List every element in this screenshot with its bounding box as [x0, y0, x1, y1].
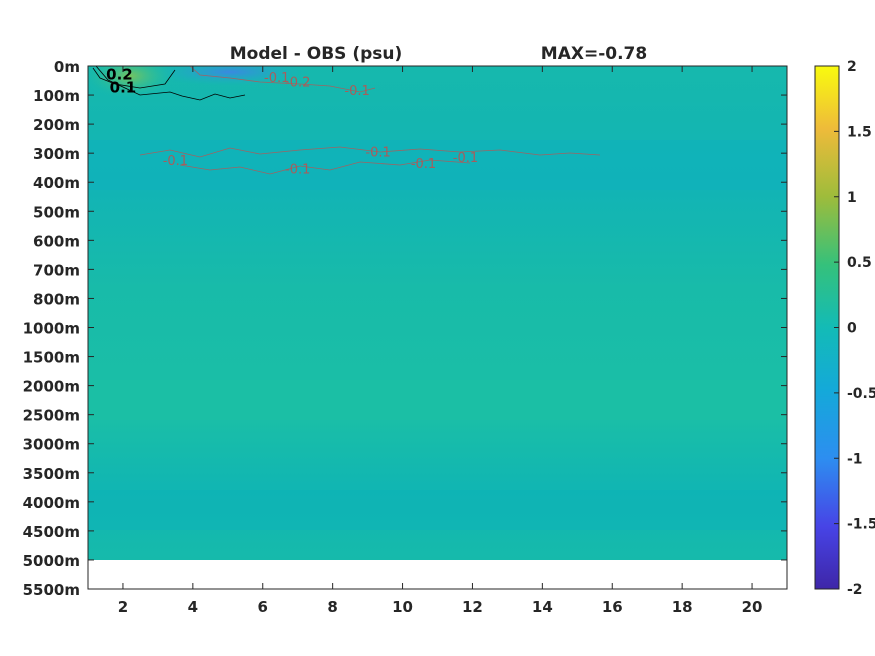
colorbar-tick-label: -0.5 [847, 386, 875, 402]
y-tick-label: 5000m [23, 552, 80, 570]
colorbar-tick-label: 2 [847, 59, 857, 75]
contour-neg-300m-b [179, 159, 471, 175]
colorbar-tick-label: -1 [847, 451, 863, 467]
contour-label: -0.1 [163, 154, 188, 169]
colorbar-tick-label: -1.5 [847, 517, 875, 533]
y-tick-label: 3000m [23, 436, 80, 454]
y-tick-label: 700m [33, 261, 80, 279]
x-tick-label: 10 [392, 598, 413, 616]
field-band-300m [88, 140, 787, 190]
positive-core [88, 66, 175, 98]
contour-neg-300m-a [139, 146, 601, 158]
colorbar-ticks: 2 1.5 1 0.5 0 -0.5 -1 -1.5 -2 [834, 59, 875, 598]
negative-core [150, 66, 310, 86]
x-tick-label: 4 [188, 598, 198, 616]
contour-label: -0.1 [453, 151, 478, 166]
x-tick-label: 14 [532, 598, 553, 616]
y-tick-label: 5500m [23, 581, 80, 599]
field-band-2500m [88, 380, 787, 420]
colorbar-tick-label: 1 [847, 190, 857, 206]
y-tick-label: 2500m [23, 407, 80, 425]
x-tick-label: 6 [258, 598, 268, 616]
colorbar-tick-label: 0 [847, 321, 857, 337]
contour-labels: 0.20.1 -0.1-0.2-0.1-0.1-0.1-0.1-0.1 -0.1 [106, 65, 478, 177]
contour-label: 0.1 [110, 78, 137, 96]
contour-label: -0.1 [411, 157, 436, 172]
y-tick-label: 200m [33, 116, 80, 134]
y-tick-label: 300m [33, 145, 80, 163]
contour-pos-1 [92, 67, 176, 89]
y-tick-label: 500m [33, 203, 80, 221]
x-tick-label: 12 [462, 598, 483, 616]
y-tick-label: 3500m [23, 465, 80, 483]
y-tick-label: 4500m [23, 523, 80, 541]
chart-title: Model - OBS (psu) [230, 44, 403, 64]
contour-pos-2 [95, 66, 246, 101]
field-band-4500m [88, 490, 787, 530]
y-tick-label: 1500m [23, 349, 80, 367]
y-tick-label: 800m [33, 290, 80, 308]
y-tick-label: 1000m [23, 320, 80, 338]
y-tick-label: 400m [33, 174, 80, 192]
contour-label: 0.2 [106, 65, 133, 83]
x-tick-label: 18 [672, 598, 693, 616]
y-tick-label: 100m [33, 87, 80, 105]
y-tick-label: 2000m [23, 378, 80, 396]
contour-label: -0.1 [344, 84, 369, 99]
chart-subtitle: MAX=-0.78 [541, 44, 647, 64]
x-tick-label: 8 [327, 598, 337, 616]
y-tick-label: 0m [54, 58, 80, 76]
x-tick-label: 2 [118, 598, 128, 616]
contour-neg-top [189, 66, 376, 93]
y-tick-label: 4000m [23, 494, 80, 512]
colorbar-tick-label: -2 [847, 582, 863, 598]
colorbar-tick-label: 1.5 [847, 124, 872, 140]
x-tick-label: 20 [742, 598, 763, 616]
y-axis: 0m 100m 200m 300m 400m 500m 600m 700m 800m 1000m 1… [23, 58, 787, 599]
y-tick-label: 600m [33, 232, 80, 250]
contour-label: -0.2 [285, 76, 310, 91]
colorbar-tick-label: 0.5 [847, 255, 872, 271]
contour-label: -0.1 [285, 163, 310, 178]
x-axis: 2 4 6 8 10 12 14 16 18 20 [118, 66, 763, 616]
data-field [88, 66, 787, 560]
contour-label: -0.1 [264, 71, 289, 86]
x-tick-label: 16 [602, 598, 623, 616]
contour-label: -0.1 [365, 145, 390, 160]
